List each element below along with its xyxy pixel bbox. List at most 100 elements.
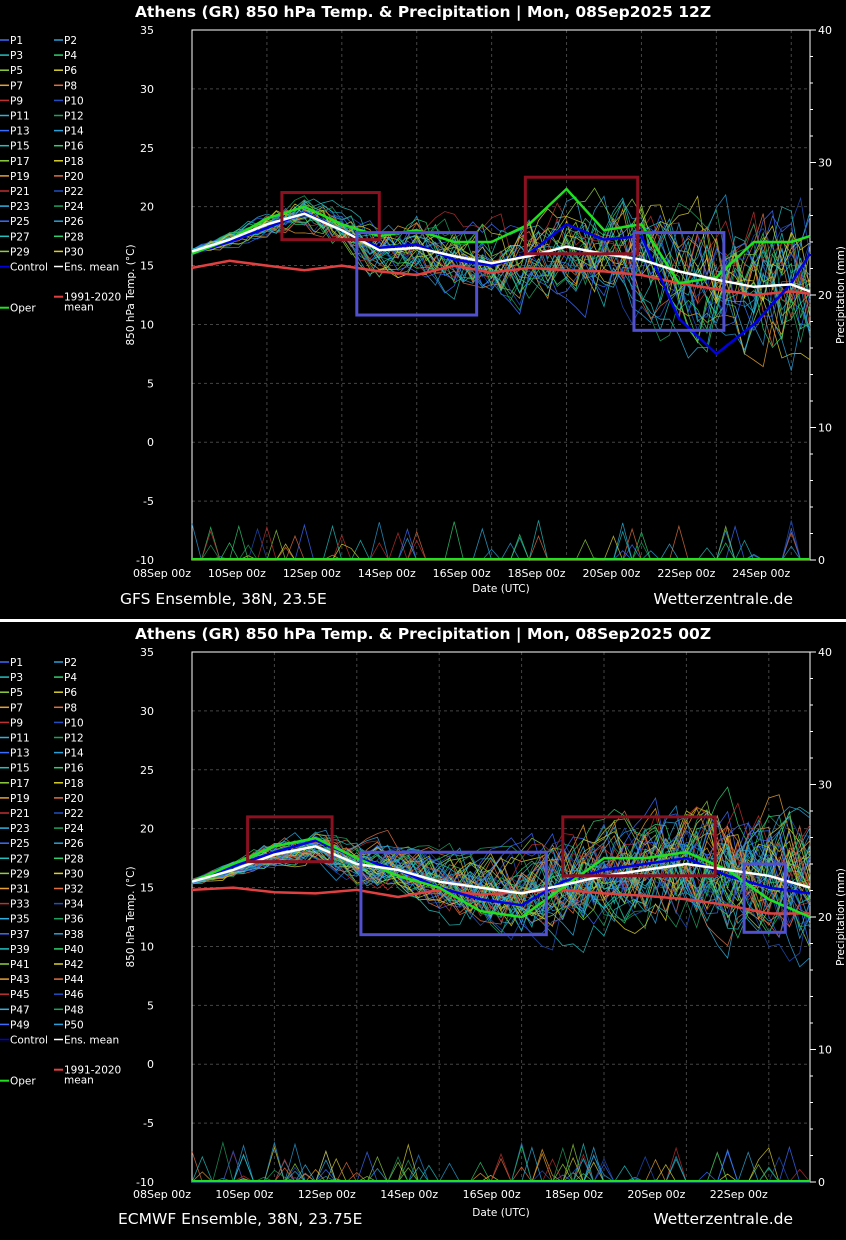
legend-label: P26 — [64, 838, 84, 850]
legend-label: P47 — [10, 1004, 30, 1016]
ecmwf-chart-svg: Athens (GR) 850 hPa Temp. & Precipitatio… — [0, 625, 846, 1228]
ensemble-member-line — [191, 201, 811, 343]
legend-label: P3 — [10, 50, 23, 62]
y-tick-label: 25 — [140, 142, 154, 155]
legend-label-clim: 1991-2020 — [64, 1065, 121, 1077]
ensemble-member-precip — [192, 1157, 810, 1183]
legend-label: P44 — [64, 974, 84, 986]
legend-label: P1 — [10, 657, 23, 669]
y2-tick-label: 40 — [818, 646, 832, 659]
y-tick-label: 35 — [140, 646, 154, 659]
x-tick-label: 20Sep 00z — [582, 567, 640, 580]
ensemble-member-precip — [192, 1144, 810, 1183]
chart-title: Athens (GR) 850 hPa Temp. & Precipitatio… — [135, 3, 711, 22]
x-tick-label: 18Sep 00z — [545, 1188, 603, 1201]
ensemble-member-precip — [192, 1141, 810, 1183]
x-tick-label: 12Sep 00z — [283, 567, 341, 580]
chart-title: Athens (GR) 850 hPa Temp. & Precipitatio… — [135, 625, 711, 644]
y2-tick-label: 30 — [818, 157, 832, 170]
ensemble-member-precip — [192, 1163, 810, 1183]
legend-label: P6 — [64, 65, 77, 77]
legend-label: P38 — [64, 929, 84, 941]
legend-label: P16 — [64, 763, 84, 775]
ensemble-member-precip — [192, 1163, 810, 1183]
legend-label: P9 — [10, 717, 23, 729]
series-line-oper — [191, 836, 811, 919]
legend-label: Control — [10, 1035, 48, 1047]
legend-label: P5 — [10, 687, 23, 699]
y-tick-label: 5 — [147, 999, 154, 1012]
y-axis-label-left: 850 hPa Temp. (°C) — [125, 244, 137, 345]
legend-label: P24 — [64, 201, 84, 213]
ensemble-member-precip — [192, 522, 810, 561]
ensemble-member-precip — [192, 1142, 810, 1183]
legend-label: P33 — [10, 899, 30, 911]
legend-label: P48 — [64, 1004, 84, 1016]
legend-label: P12 — [64, 111, 84, 123]
x-tick-label: 16Sep 00z — [463, 1188, 521, 1201]
ensemble-member-line — [191, 207, 811, 319]
legend-label: Ens. mean — [64, 1035, 119, 1047]
highlight-box — [632, 231, 726, 332]
ensemble-member-precip — [192, 520, 810, 562]
legend: P1 P2 P3 P4 P5 P6 P7 P8 P9 P10 P11 P12 P13 P14 P15 P16 P… — [0, 35, 121, 315]
legend-label: P49 — [10, 1019, 30, 1031]
legend-label: P41 — [10, 959, 30, 971]
legend-label: P11 — [10, 733, 30, 745]
legend-label: P20 — [64, 171, 84, 183]
y-tick-label: 30 — [140, 705, 154, 718]
x-tick-label: 14Sep 00z — [380, 1188, 438, 1201]
legend-label: P46 — [64, 989, 84, 1001]
y-axis-label-left: 850 hPa Temp. (°C) — [125, 866, 137, 967]
y-tick-label: 35 — [140, 24, 154, 37]
legend: P1 P2 P3 P4 P5 P6 P7 P8 P9 P10 P11 P12 P13 P14 P15 P16 P… — [0, 657, 121, 1088]
x-axis-label: Date (UTC) — [472, 583, 529, 595]
y2-tick-label: 20 — [818, 911, 832, 924]
y-tick-label: 30 — [140, 83, 154, 96]
legend-label: P19 — [10, 171, 30, 183]
highlight-box — [355, 231, 479, 317]
y-tick-label: -5 — [143, 1117, 154, 1130]
site-credit: Wetterzentrale.de — [653, 1210, 793, 1228]
legend-label: P29 — [10, 868, 30, 880]
legend-label: Control — [10, 262, 48, 274]
y-tick-label: 0 — [147, 436, 154, 449]
legend-label: P30 — [64, 246, 84, 258]
legend-label-clim-mean: mean — [64, 1075, 94, 1087]
ensemble-members — [191, 187, 811, 562]
y-axis-label-right: Precipitation (mm) — [835, 246, 846, 344]
ensemble-member-line — [191, 811, 811, 934]
legend-label: P15 — [10, 763, 30, 775]
y2-tick-label: 30 — [818, 779, 832, 792]
ensemble-member-line — [191, 210, 811, 359]
y-tick-label: 20 — [140, 201, 154, 214]
ensemble-member-line — [191, 819, 811, 954]
legend-label: P8 — [64, 80, 77, 92]
legend-label: P23 — [10, 823, 30, 835]
y2-tick-label: 0 — [818, 554, 825, 567]
x-tick-label: 10Sep 00z — [215, 1188, 273, 1201]
legend-label: P14 — [64, 126, 84, 138]
ensemble-member-precip — [192, 1141, 810, 1183]
legend-label: P45 — [10, 989, 30, 1001]
legend-label: P18 — [64, 156, 84, 168]
legend-label: P40 — [64, 944, 84, 956]
x-tick-label: 22Sep 00z — [710, 1188, 768, 1201]
legend-label: P17 — [10, 778, 30, 790]
model-label: GFS Ensemble, 38N, 23.5E — [120, 590, 327, 608]
legend-label: P9 — [10, 95, 23, 107]
legend-label: P10 — [64, 95, 84, 107]
legend-label: P6 — [64, 687, 77, 699]
legend-label: P27 — [10, 853, 30, 865]
model-label: ECMWF Ensemble, 38N, 23.75E — [118, 1210, 362, 1228]
ensemble-member-precip — [192, 525, 810, 561]
legend-label: P17 — [10, 156, 30, 168]
ensemble-member-precip — [192, 523, 810, 561]
legend-label: P37 — [10, 929, 30, 941]
legend-label: P3 — [10, 672, 23, 684]
ensemble-member-line — [191, 821, 811, 937]
ensemble-member-precip — [192, 1161, 810, 1183]
legend-label: P43 — [10, 974, 30, 986]
highlight-box — [246, 815, 334, 864]
ensemble-member-precip — [192, 520, 810, 561]
